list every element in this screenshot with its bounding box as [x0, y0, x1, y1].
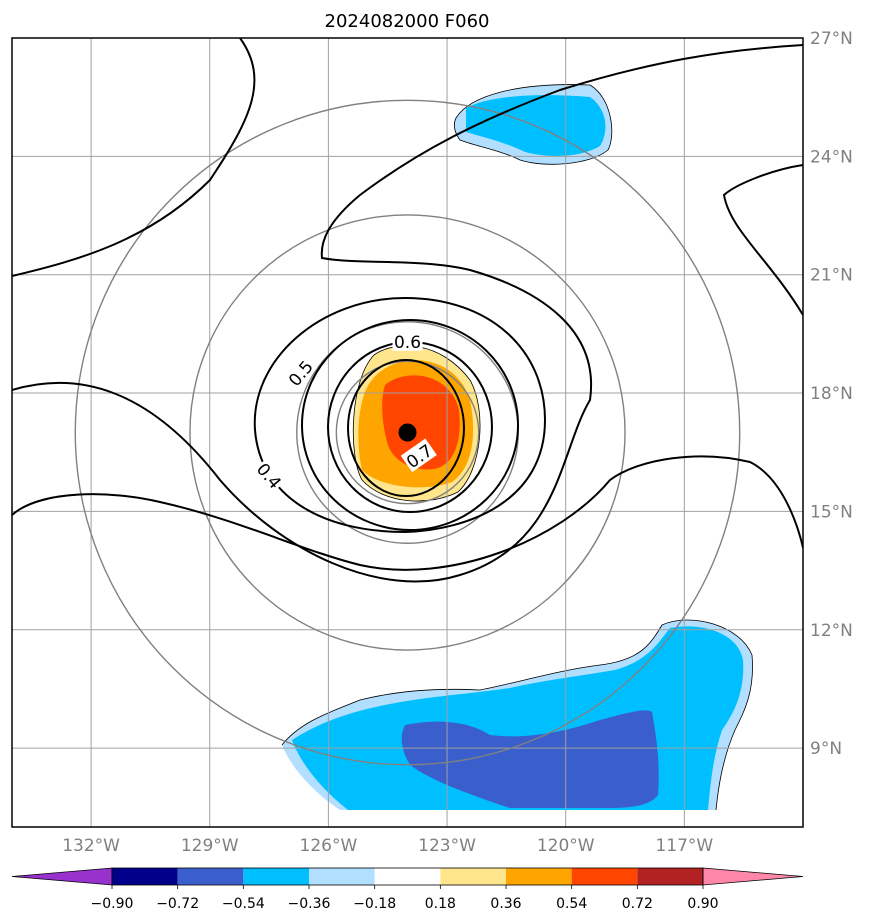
contour-inner-1 [347, 359, 465, 497]
colorbar-segment [571, 868, 638, 885]
colorbar-tick-label: 0.90 [687, 896, 718, 912]
lon-tick-label: 129°W [181, 836, 239, 856]
lat-tick-label: 12°N [810, 621, 853, 641]
lon-tick-label: 117°W [655, 836, 713, 856]
contour-label-bg [392, 330, 423, 351]
contour-0.5 [253, 296, 547, 534]
contour-label-bg [400, 438, 437, 473]
colorbar-tick-label: −0.90 [91, 896, 134, 912]
contour-northwest [12, 38, 256, 277]
longitude-tick-labels: 132°W 129°W 126°W 123°W 120°W 117°W [62, 836, 713, 856]
storm-center-marker [398, 423, 417, 442]
colorbar-frame [111, 867, 704, 886]
colorbar-segment [177, 868, 244, 885]
lat-tick-label: 27°N [810, 29, 853, 49]
colorbar-tick-label: 0.36 [490, 896, 521, 912]
colorbar-tick-label: 0.18 [425, 896, 456, 912]
gridlines [12, 38, 803, 827]
lat-tick-label: 15°N [810, 502, 853, 522]
colorbar-segment [440, 868, 506, 885]
colorbar-segment [637, 868, 703, 885]
lat-tick-label: 9°N [810, 739, 842, 759]
colorbar-extend-high [702, 867, 804, 886]
map-area [12, 38, 803, 827]
colorbar-tick-label: −0.36 [288, 896, 331, 912]
colorbar-segment [243, 868, 309, 885]
contour-label: 0.6 [394, 333, 421, 353]
colorbar-extend-low [11, 867, 113, 886]
range-ring-2 [189, 214, 626, 651]
contour-0.4-south [12, 455, 803, 571]
colorbar-segment [374, 868, 441, 885]
map-frame [11, 37, 804, 828]
colorbar-segment [506, 868, 572, 885]
latitude-tick-labels: 27°N 24°N 21°N 18°N 15°N 12°N 9°N [810, 29, 853, 759]
lat-tick-label: 21°N [810, 266, 853, 286]
lon-tick-label: 120°W [537, 836, 595, 856]
lon-tick-label: 126°W [300, 836, 358, 856]
colorbar-segment [112, 868, 178, 885]
contour-label-bg [282, 354, 318, 391]
lon-tick-label: 132°W [62, 836, 120, 856]
line-contours [12, 38, 803, 583]
colorbar-segment [309, 868, 375, 885]
colorbar-tick-label: −0.72 [156, 896, 199, 912]
colorbar: −0.90 −0.72 −0.54 −0.36 −0.18 0.18 0.36 0.54 0.7… [11, 867, 804, 912]
shaded-field-positive-core [353, 345, 481, 502]
contour-inner-3 [301, 319, 519, 531]
colorbar-tick-label: −0.18 [353, 896, 396, 912]
range-ring-3 [74, 99, 741, 766]
lat-tick-label: 18°N [810, 384, 853, 404]
colorbar-tick-label: −0.54 [222, 896, 265, 912]
contour-northeast [722, 164, 803, 316]
colorbar-tick-label: 0.54 [556, 896, 587, 912]
contour-0.4-north [12, 44, 803, 583]
range-ring-0 [335, 360, 480, 505]
lat-tick-label: 24°N [810, 147, 853, 167]
contour-label-bg [252, 457, 288, 494]
lon-tick-label: 123°W [418, 836, 476, 856]
chart-title: 2024082000 F060 [325, 11, 490, 32]
colorbar-tick-label: 0.72 [622, 896, 653, 912]
